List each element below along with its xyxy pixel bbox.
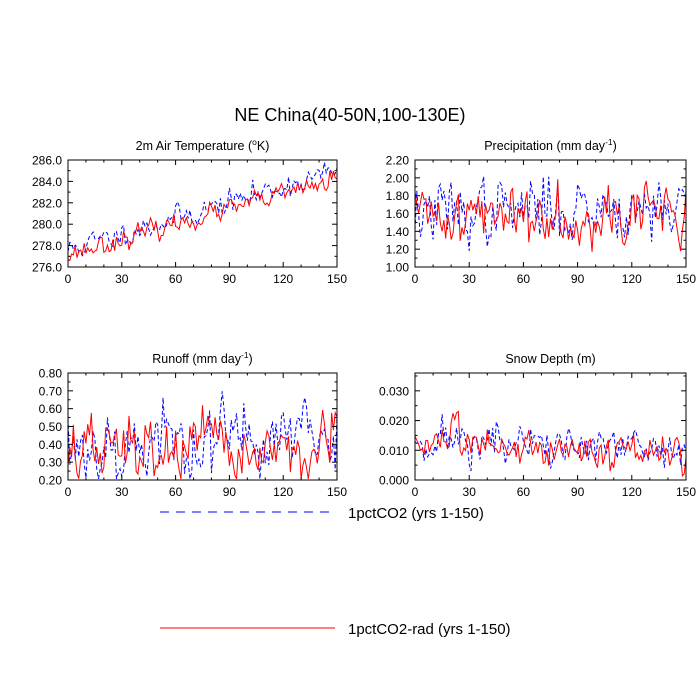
series-runoff-1pctco2 [68,391,337,480]
panel-snow-depth: Snow Depth (m) 0 30 60 90 120 150 0.000 0.010 0.0… [379,352,696,499]
y-tick-label: 0.030 [379,384,409,398]
x-tick-label: 120 [273,485,293,499]
x-tick-label: 90 [223,485,237,499]
x-tick-label: 30 [115,272,129,286]
panel-title-runoff: Runoff (mm day-1) [152,350,252,366]
x-tick-label: 150 [327,272,347,286]
figure-title: NE China(40-50N,100-130E) [234,105,465,125]
panel-title-tail: ) [613,139,617,153]
panel-temperature: 2m Air Temperature (oK) 0 30 60 90 120 150 276.… [32,137,347,286]
x-tick-label: 60 [517,485,531,499]
x-tick-label: 0 [65,485,72,499]
panel-title-sup: -1 [605,137,613,147]
x-tick-label: 120 [622,272,642,286]
y-tick-label: 0.40 [39,438,63,452]
x-tick-label: 120 [622,485,642,499]
x-tick-label: 60 [517,272,531,286]
panel-precipitation: Precipitation (mm day-1) 0 30 60 90 120 150 1.0… [386,137,697,286]
series-snow-depth-1pctco2-rad [415,410,686,478]
panel-title-text: 2m Air Temperature ( [136,139,253,153]
panel-runoff: Runoff (mm day-1) 0 30 60 90 120 150 0.20 0.30 0.… [39,350,348,499]
plot-frame-snow-depth [414,372,687,481]
panel-title-tail: ) [249,352,253,366]
plot-frame-temperature [67,159,338,268]
x-tick-label: 30 [463,485,477,499]
y-tick-label: 2.20 [386,154,410,168]
series-temperature-1pctco2-rad [68,170,337,262]
y-tick-label: 0.80 [39,367,63,381]
x-tick-label: 30 [115,485,129,499]
panel-title-temperature: 2m Air Temperature (oK) [136,137,270,153]
y-tick-label: 2.00 [386,171,410,185]
series-runoff-1pctco2-rad [68,405,337,480]
y-tick-label: 1.00 [386,261,410,275]
panel-title-sup: o [252,137,257,147]
series-snow-depth-1pctco2 [415,414,686,472]
y-tick-label: 1.60 [386,207,410,221]
x-tick-label: 60 [169,485,183,499]
y-tick-label: 276.0 [32,261,62,275]
y-tick-label: 1.20 [386,243,410,257]
y-tick-label: 0.50 [39,420,63,434]
x-tick-label: 0 [412,272,419,286]
y-tick-label: 0.010 [379,444,409,458]
panel-title-sup: -1 [241,350,249,360]
y-tick-label: 0.70 [39,384,63,398]
x-tick-label: 0 [65,272,72,286]
x-tick-label: 120 [273,272,293,286]
series-precipitation-1pctco2 [415,176,686,251]
x-tick-label: 0 [412,485,419,499]
y-tick-label: 278.0 [32,239,62,253]
panel-title-snow-depth: Snow Depth (m) [505,352,595,366]
panel-title-precipitation: Precipitation (mm day-1) [484,137,617,153]
y-tick-label: 0.020 [379,414,409,428]
panel-title-text: Precipitation (mm day [484,139,606,153]
y-tick-label: 280.0 [32,218,62,232]
series-precipitation-1pctco2-rad [415,179,686,252]
y-tick-label: 282.0 [32,196,62,210]
y-tick-label: 0.60 [39,402,63,416]
legend-label-1pctco2-rad: 1pctCO2-rad (yrs 1-150) [348,621,511,638]
y-tick-label: 286.0 [32,154,62,168]
x-tick-label: 150 [327,485,347,499]
y-tick-label: 0.000 [379,474,409,488]
panel-title-tail: K) [257,139,270,153]
legend-label-1pctco2: 1pctCO2 (yrs 1-150) [348,505,484,522]
x-tick-label: 90 [223,272,237,286]
y-tick-label: 0.30 [39,456,63,470]
panel-title-text: Snow Depth (m) [505,352,595,366]
x-tick-label: 150 [676,272,696,286]
x-tick-label: 60 [169,272,183,286]
y-tick-label: 1.40 [386,225,410,239]
x-tick-label: 90 [571,272,585,286]
y-tick-label: 284.0 [32,175,62,189]
panel-title-text: Runoff (mm day [152,352,241,366]
x-tick-label: 150 [676,485,696,499]
legend: 1pctCO2 (yrs 1-150) 1pctCO2-rad (yrs 1-1… [160,505,511,638]
series-temperature-1pctco2 [68,162,337,257]
x-tick-label: 30 [463,272,477,286]
y-tick-label: 0.20 [39,474,63,488]
panels: 2m Air Temperature (oK) 0 30 60 90 120 150 276.… [32,137,696,499]
plot-frame-precipitation [414,159,687,268]
x-tick-label: 90 [571,485,585,499]
y-tick-label: 1.80 [386,189,410,203]
